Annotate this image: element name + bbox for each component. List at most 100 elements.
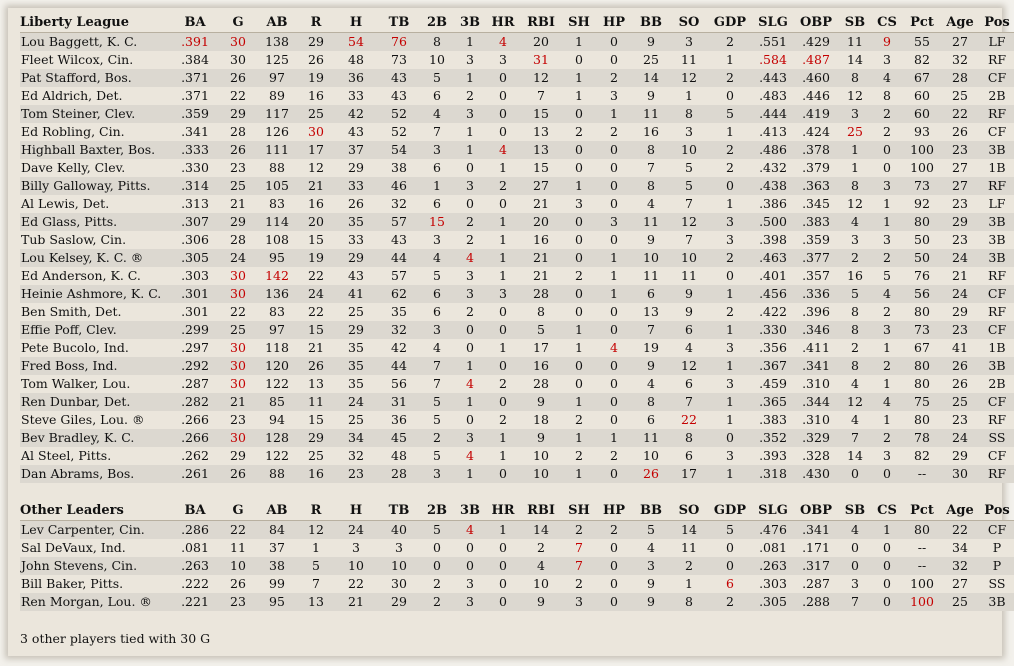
stat-cell: 0 (575, 304, 583, 319)
stat-cell: 100 (910, 160, 934, 175)
stat-cell: 118 (265, 340, 289, 355)
stat-cell: 82 (914, 52, 930, 67)
stat-cell: 5 (433, 412, 441, 427)
stat-cell: RF (987, 52, 1007, 67)
stat-cell: 16 (847, 268, 863, 283)
stat-cell: 1 (610, 286, 618, 301)
stat-cell: 5 (726, 106, 734, 121)
stat-cell: 10 (348, 558, 364, 573)
table-row: Ben Smith, Det. .301 22 83 22 25 35 6 2 0 8 0 0 13 9 2.… (20, 303, 1014, 321)
stat-cell: RF (987, 178, 1007, 193)
stat-cell: 0 (499, 466, 507, 481)
stat-cell: .379 (802, 160, 830, 175)
stat-cell: 46 (391, 178, 407, 193)
table-row: Lou Baggett, K. C. .391 30 138 29 54 76 8 1 4 20 1 0… (20, 32, 1014, 51)
stat-cell: .367 (759, 358, 787, 373)
stat-cell: 1 (726, 412, 734, 427)
stat-cell: 1 (499, 340, 507, 355)
player-name: Ed Robling, Cin. (21, 124, 125, 139)
column-header: SO (678, 503, 700, 518)
stat-cell: 26 (952, 124, 968, 139)
stat-cell: .081 (181, 540, 209, 555)
stat-cell: 0 (575, 214, 583, 229)
stat-cell: 1 (610, 106, 618, 121)
stat-cell: 80 (914, 304, 930, 319)
stat-cell: 50 (914, 250, 930, 265)
table-row: Effie Poff, Clev. .299 25 97 15 29 32 3 0 0 5 1 0 7 6 1… (20, 321, 1014, 339)
stat-cell: 26 (952, 376, 968, 391)
stat-cell: 24 (348, 522, 364, 537)
stat-cell: 67 (914, 340, 930, 355)
stat-cell: 29 (952, 214, 968, 229)
column-header: AB (266, 503, 288, 518)
player-name: Fleet Wilcox, Cin. (21, 52, 134, 67)
stat-cell: 3B (988, 142, 1006, 157)
column-header: SLG (758, 503, 788, 518)
stat-cell: 42 (348, 106, 364, 121)
column-header: 3B (459, 503, 481, 518)
stat-cell: 1 (610, 250, 618, 265)
stat-cell: 11 (643, 106, 659, 121)
table-row: Ed Anderson, K. C. .303 30 142 22 43 57 5 3 1 21 2 1… (20, 267, 1014, 285)
stat-cell: 11 (681, 540, 697, 555)
stat-cell: 5 (312, 558, 320, 573)
table-row: Pete Bucolo, Ind. .297 30 118 21 35 42 4 0 1 17 1 4 1… (20, 339, 1014, 357)
column-header: Pos (984, 503, 1010, 518)
stat-cell: 0 (610, 196, 618, 211)
stat-cell: 4 (610, 340, 618, 355)
stat-cell: 1 (466, 466, 474, 481)
stat-cell: 35 (348, 358, 364, 373)
stat-cell: 3 (466, 178, 474, 193)
column-header: R (310, 15, 322, 30)
stat-cell: 3 (499, 52, 507, 67)
stat-cell: 2 (610, 124, 618, 139)
stat-cell: 30 (230, 340, 246, 355)
player-name: Lou Kelsey, K. C. ® (21, 250, 144, 265)
column-header: Pct (910, 15, 934, 30)
footnote: 3 other players tied with 30 G (20, 631, 211, 646)
stat-cell: 13 (643, 304, 659, 319)
stat-cell: 4 (466, 448, 474, 463)
stat-cell: 25 (348, 412, 364, 427)
table-row: John Stevens, Cin. .263 10 38 5 10 10 0 0 0 4 7 0 3 2 0… (20, 557, 1014, 575)
stat-cell: .263 (181, 558, 209, 573)
stat-cell: 3 (726, 214, 734, 229)
stat-cell: 3 (883, 448, 891, 463)
stat-cell: .266 (181, 412, 209, 427)
stat-cell: 0 (610, 304, 618, 319)
stat-cell: 1 (883, 196, 891, 211)
stat-cell: 0 (610, 232, 618, 247)
player-name: Dave Kelly, Clev. (21, 160, 126, 175)
column-header: SH (568, 503, 590, 518)
stat-cell: 24 (230, 250, 246, 265)
stat-cell: 2 (883, 304, 891, 319)
stat-cell: 0 (610, 376, 618, 391)
stat-cell: 0 (610, 412, 618, 427)
stat-cell: 1 (726, 466, 734, 481)
stat-cell: 40 (391, 522, 407, 537)
stat-cell: 55 (914, 34, 930, 49)
stat-cell: 24 (952, 430, 968, 445)
table-row: Ed Glass, Pitts. .307 29 114 20 35 57 15 2 1 20 0 3 1… (20, 213, 1014, 231)
stat-cell: 23 (952, 412, 968, 427)
player-name: Dan Abrams, Bos. (21, 466, 135, 481)
stat-cell: .341 (181, 124, 209, 139)
column-header: G (232, 503, 244, 518)
stat-cell: .286 (181, 522, 209, 537)
stat-cell: 12 (308, 522, 324, 537)
stat-cell: CF (987, 448, 1007, 463)
stat-cell: 27 (952, 576, 968, 591)
stat-cell: 3 (883, 52, 891, 67)
table-row: Heinie Ashmore, K. C. .301 30 136 24 41 62 6 3 3 2… (20, 285, 1014, 303)
stat-cell: 27 (533, 178, 549, 193)
stat-cell: 8 (851, 70, 859, 85)
column-header: SLG (758, 15, 788, 30)
stat-cell: 30 (230, 268, 246, 283)
stat-cell: 12 (847, 196, 863, 211)
stat-cell: 2 (466, 232, 474, 247)
stat-cell: .383 (759, 412, 787, 427)
column-header: HR (491, 15, 515, 30)
stat-cell: 29 (348, 322, 364, 337)
stat-cell: 126 (265, 124, 289, 139)
stat-cell: 1 (466, 394, 474, 409)
